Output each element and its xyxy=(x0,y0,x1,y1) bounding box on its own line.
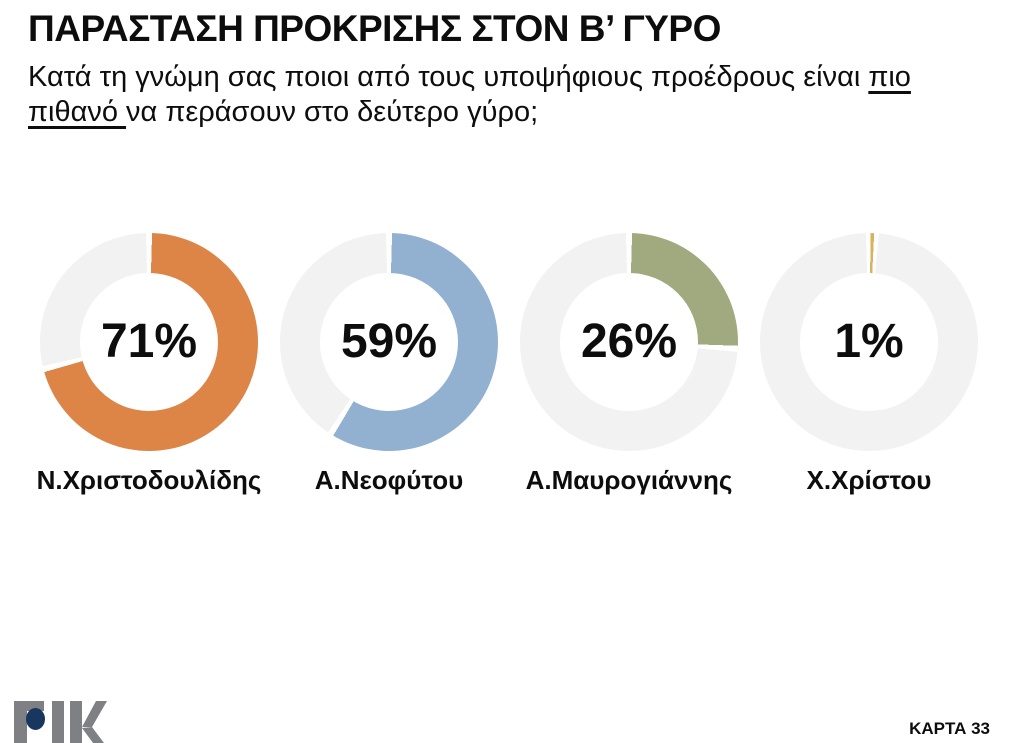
donut-cell: 1% Χ.Χρίστου xyxy=(760,232,978,496)
donut-hole: 26% xyxy=(560,272,698,411)
rik-logo-letter-rho xyxy=(14,701,44,743)
donut-hole: 71% xyxy=(80,272,218,411)
donut-hole: 59% xyxy=(320,272,458,411)
candidate-label: Α.Νεοφύτου xyxy=(314,464,464,495)
donut-value-label: 26% xyxy=(580,315,678,369)
question-segment: Κατά τη γνώμη σας ποιοι από τους υποψήφι… xyxy=(28,61,869,93)
donut-value-label: 59% xyxy=(340,315,438,369)
candidate-label: Χ.Χρίστου xyxy=(806,464,932,495)
question-line: Κατά τη γνώμη σας ποιοι από τους υποψήφι… xyxy=(28,60,1029,95)
rik-logo-letter-kappa-stem xyxy=(70,701,82,743)
question-underlined-segment: πιθανό xyxy=(28,96,127,129)
donut-charts-row: 71% Ν.Χριστοδουλίδης 59% Α.Νεοφύτου 26% Α.Μαυ… xyxy=(37,232,1029,496)
question-line: πιθανό να περάσουν στο δεύτερο γύρο; xyxy=(28,95,1029,130)
donut-cell: 71% Ν.Χριστοδουλίδης xyxy=(37,232,261,496)
donut-cell: 26% Α.Μαυρογιάννης xyxy=(520,232,738,496)
question-text: Κατά τη γνώμη σας ποιοι από τους υποψήφι… xyxy=(28,60,1029,131)
donut-cell: 59% Α.Νεοφύτου xyxy=(280,232,498,496)
donut-value-label: 71% xyxy=(100,315,198,369)
question-underlined-segment: πιο xyxy=(868,61,911,93)
donut-hole: 1% xyxy=(800,272,938,411)
question-segment: να περάσουν στο δεύτερο γύρο; xyxy=(126,96,539,129)
donut-chart: 1% xyxy=(760,232,978,451)
slide: ΠΑΡΑΣΤΑΣΗ ΠΡΟΚΡΙΣΗΣ ΣΤΟΝ Β’ ΓΥΡΟ Κατά τη… xyxy=(0,8,1029,743)
page-title: ΠΑΡΑΣΤΑΣΗ ΠΡΟΚΡΙΣΗΣ ΣΤΟΝ Β’ ΓΥΡΟ xyxy=(28,8,721,49)
card-number-label: ΚΑΡΤΑ 33 xyxy=(909,719,990,738)
rik-logo xyxy=(14,701,107,743)
donut-value-label: 1% xyxy=(834,315,904,369)
candidate-label: Α.Μαυρογιάννης xyxy=(525,464,733,495)
donut-chart: 59% xyxy=(280,232,498,451)
candidate-label: Ν.Χριστοδουλίδης xyxy=(36,464,262,495)
donut-chart: 71% xyxy=(40,232,258,451)
rik-logo-letter-iota xyxy=(52,701,64,743)
donut-chart: 26% xyxy=(520,232,738,451)
rik-logo-dot xyxy=(26,708,45,730)
rik-logo-letter-kappa-upper xyxy=(82,701,107,727)
rik-logo-letter-kappa-lower xyxy=(82,727,104,743)
